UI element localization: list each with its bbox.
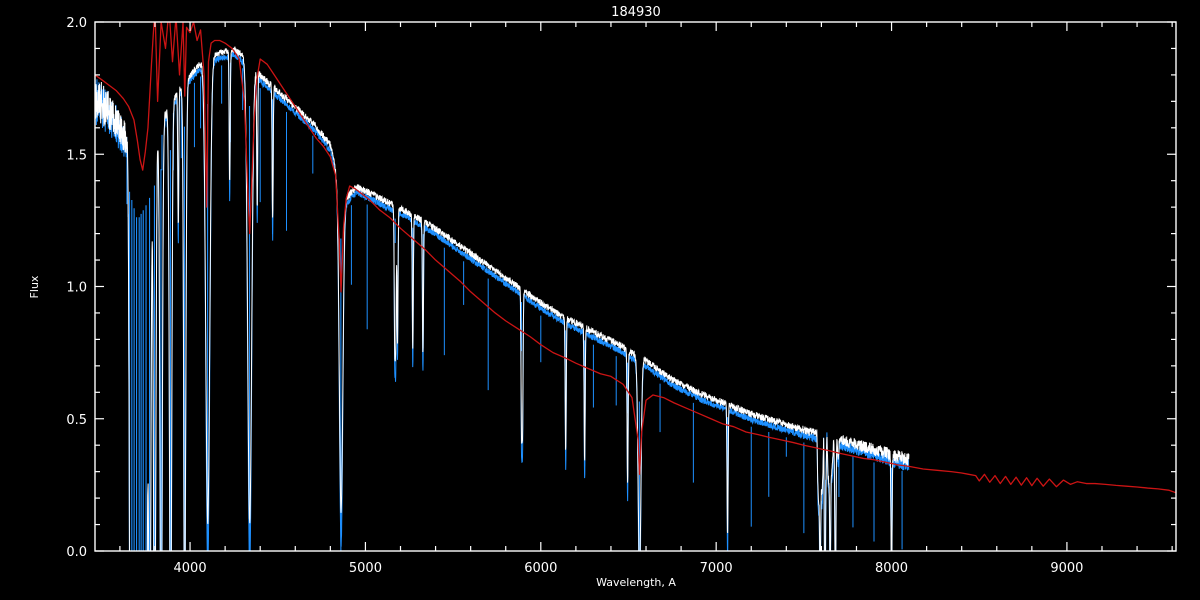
x-axis-ticks	[119, 22, 1173, 551]
x-tick-label: 6000	[524, 561, 557, 576]
x-tick-label: 5000	[349, 561, 382, 576]
x-axis-tick-labels: 4000 5000 6000 7000 8000 9000	[174, 561, 1084, 576]
y-tick-label: 0.0	[66, 545, 87, 560]
y-axis-label: Flux	[28, 275, 41, 298]
x-tick-label: 9000	[1050, 561, 1083, 576]
page-title: 184930	[611, 5, 661, 20]
series-model-red	[95, 22, 1176, 494]
series-path-model-red	[95, 22, 1176, 494]
y-axis-tick-labels: 0.0 0.5 1.0 1.5 2.0	[66, 16, 87, 560]
y-tick-label: 1.5	[66, 148, 87, 163]
x-tick-label: 7000	[700, 561, 733, 576]
series-observed-white	[95, 46, 910, 551]
x-tick-label: 8000	[875, 561, 908, 576]
y-tick-label: 2.0	[66, 16, 87, 31]
series-path-observed-white	[95, 46, 910, 551]
axes-frame: 4000 5000 6000 7000 8000 9000 0.0 0.5 1.0 1.5 2.0	[66, 16, 1177, 576]
y-tick-label: 1.0	[66, 281, 87, 296]
y-axis-ticks	[95, 21, 1176, 552]
x-axis-label: Wavelength, A	[596, 576, 676, 589]
data-series-layer	[95, 22, 1176, 551]
y-tick-label: 0.5	[66, 413, 87, 428]
x-tick-label: 4000	[174, 561, 207, 576]
